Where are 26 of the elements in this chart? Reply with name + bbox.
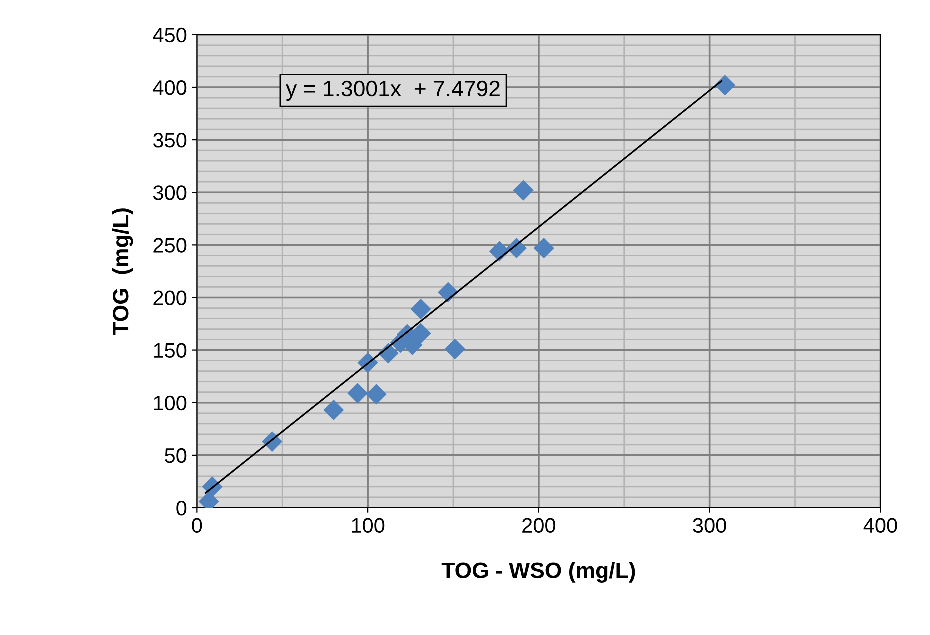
y-tick-label: 100: [154, 396, 187, 411]
x-tick-label: 200: [522, 518, 556, 534]
point: [534, 238, 554, 259]
y-tick-label: 150: [154, 343, 187, 358]
y-tick-label: 0: [176, 501, 187, 516]
point: [714, 75, 736, 96]
x-tick-label: 400: [864, 518, 898, 534]
x-axis-title: TOG - WSO (mg/L): [442, 562, 636, 583]
x-tick-label: 300: [693, 518, 726, 534]
y-tick-label: 350: [153, 133, 187, 148]
point: [347, 383, 368, 404]
annotation: y = 1.3001x + 7.4792: [286, 80, 500, 102]
x-tick-label: 0: [192, 518, 202, 534]
point: [444, 338, 466, 360]
point: [324, 400, 344, 421]
y-tick-label: 400: [153, 80, 187, 96]
point: [410, 299, 432, 320]
point: [513, 180, 534, 201]
y-tick-label: 450: [153, 28, 187, 43]
y-tick-label: 200: [154, 290, 187, 306]
y-tick-label: 50: [165, 448, 187, 464]
y-tick-label: 300: [153, 186, 187, 200]
x-tick-label: 100: [352, 518, 385, 534]
point: [366, 384, 387, 405]
y-axis-title: TOG (mg/L): [112, 208, 134, 336]
y-tick-label: 250: [154, 238, 187, 253]
